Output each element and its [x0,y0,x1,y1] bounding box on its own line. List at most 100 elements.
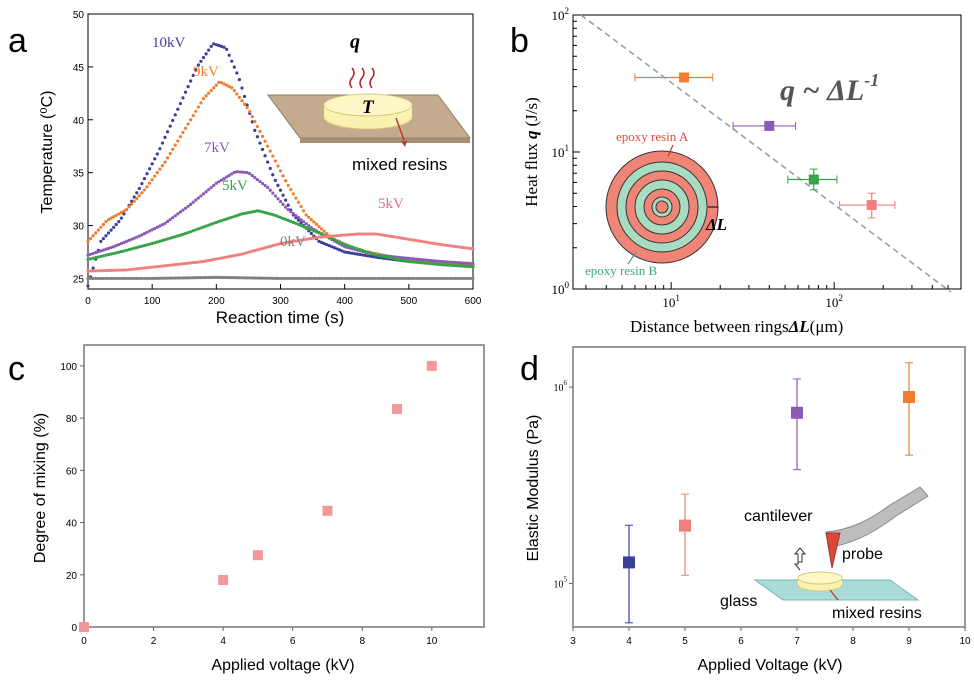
data-point [186,231,190,235]
data-point [463,261,467,265]
data-point [222,82,226,86]
data-point [319,240,324,245]
data-point [230,254,234,258]
data-point [348,244,352,248]
data-point [112,268,116,272]
inset-b-rings: epoxy resin A epoxy resin B ΔL [585,129,727,278]
data-point [463,246,467,250]
data-point [235,92,239,96]
data-point [319,276,324,281]
data-point [194,260,198,264]
data-point [168,218,172,222]
data-point [232,253,236,258]
data-point [194,276,198,280]
data-point [386,234,390,238]
data-point [353,232,357,236]
data-point [122,240,126,245]
data-point [158,239,162,243]
data-point [91,256,95,260]
data-point [165,237,170,241]
data-point [325,234,329,239]
data-point [112,276,116,281]
x-tick-label-d: 6 [738,636,744,647]
data-point [312,276,316,281]
data-point [343,250,347,254]
data-point [430,262,434,266]
data-point [319,232,324,236]
data-point [163,221,167,226]
data-point [286,183,290,187]
data-point [322,229,326,233]
data-point [412,276,416,281]
data-point [335,276,339,281]
data-point [260,210,265,214]
data-point [384,233,388,238]
data-point [117,212,121,216]
y-tick-label-c: 60 [66,466,78,477]
data-point [335,247,339,251]
data-point [312,236,316,240]
data-point [366,250,370,254]
data-point [345,233,349,237]
data-point [189,202,193,206]
data-point [368,276,372,281]
data-point [332,276,336,281]
data-point [404,237,408,241]
data-point [122,249,126,253]
data-point [391,256,396,261]
y-tick-label-d: 105 [554,575,568,590]
data-point [309,218,313,222]
data-point [240,252,244,256]
data-point [307,227,311,231]
data-point [258,209,262,213]
data-point [132,199,136,203]
x-tick-label-a: 400 [336,296,353,307]
data-point [227,84,231,89]
data-point [296,200,301,204]
data-point [99,239,103,244]
data-point [130,276,134,281]
data-point [276,242,280,246]
data-point [866,200,877,211]
data-point [402,258,406,263]
data-point [361,232,365,236]
y-tick-label-d-exp: 5 [564,575,568,583]
data-point [196,105,200,109]
data-point [106,268,111,273]
data-point [212,183,216,187]
data-point [448,244,452,248]
data-point [225,217,229,221]
data-point [124,276,129,281]
data-point [178,101,182,106]
data-point [106,276,111,281]
y-tick-label-c: 40 [66,519,78,530]
data-point [458,264,462,268]
data-point [402,256,406,260]
data-point [132,246,136,250]
y-axis-label-b: Heat flux q (J/s) [522,97,541,207]
data-point [104,268,108,273]
data-point [150,241,154,246]
data-points-c [79,360,437,632]
data-point [242,170,247,174]
data-point [114,213,118,217]
y-tick-label-a: 45 [73,63,85,74]
data-point [104,276,108,281]
data-point [227,216,231,220]
data-point [148,265,152,270]
data-point [158,224,162,228]
data-point [325,242,329,247]
data-point [438,242,442,246]
data-point [119,250,123,254]
data-point [101,236,105,241]
data-point [273,178,277,183]
data-point [458,276,462,281]
panel-a: a 0 100 200 300 400 500 600 25 30 35 40 45 50 Reacti… [8,10,482,327]
data-point [348,233,352,237]
inset-label-q: q [350,31,360,53]
data-point [183,231,188,236]
data-point [127,205,131,209]
data-point [443,243,447,247]
data-point [137,266,141,271]
